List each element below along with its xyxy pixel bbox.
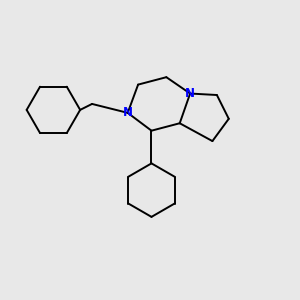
Text: N: N [123,106,133,119]
Text: N: N [185,87,195,100]
